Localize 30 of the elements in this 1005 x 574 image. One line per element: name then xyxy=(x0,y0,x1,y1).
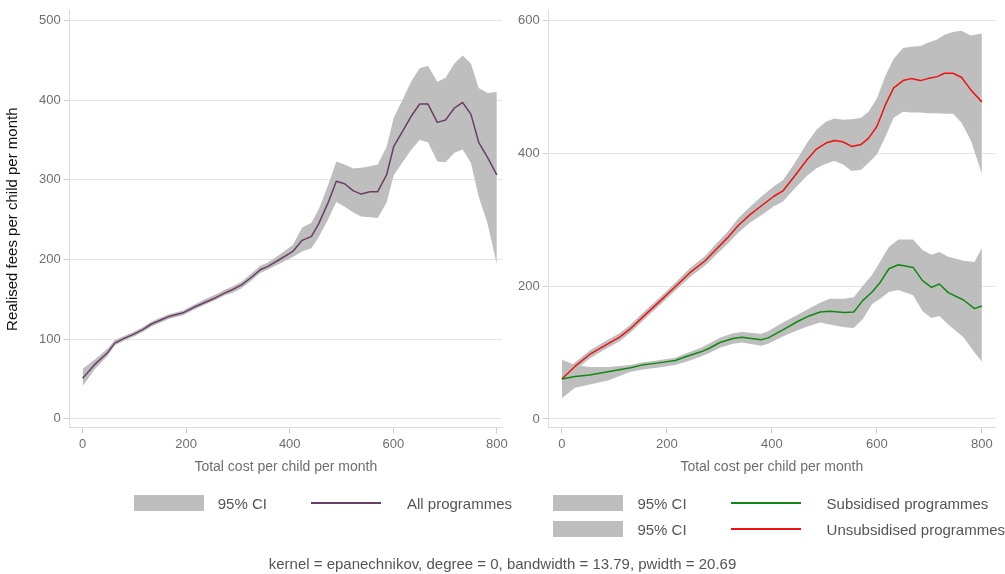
y-tick-label: 0 xyxy=(532,410,540,426)
y-tick-label: 0 xyxy=(53,410,61,426)
y-tick-label: 100 xyxy=(38,330,61,346)
y-tick-label: 400 xyxy=(517,144,540,160)
y-tick-label: 500 xyxy=(38,11,61,27)
y-tick-label: 300 xyxy=(38,171,61,187)
text: 95% CI xyxy=(637,520,687,538)
x-axis-title: Total cost per child per month xyxy=(194,458,378,475)
x-tick-label: 200 xyxy=(175,435,198,451)
x-tick-label: 200 xyxy=(655,435,678,451)
text: 95% CI xyxy=(637,494,687,512)
x-tick-label: 400 xyxy=(278,435,301,451)
x-tick-label: 400 xyxy=(760,435,783,451)
x-tick-label: 800 xyxy=(485,435,508,451)
y-tick-label: 200 xyxy=(38,251,61,267)
x-tick-label: 0 xyxy=(558,435,566,451)
text: 95% CI xyxy=(217,494,267,512)
x-axis-title: Total cost per child per month xyxy=(680,458,864,475)
x-tick-label: 600 xyxy=(382,435,405,451)
x-tick-label: 600 xyxy=(866,435,888,451)
y-axis-title: Realised fees per child per month xyxy=(3,107,21,331)
y-tick-label: 200 xyxy=(517,277,540,293)
legend-label: All programmes xyxy=(406,494,512,512)
legend-label: Subsidised programmes xyxy=(826,494,989,512)
x-tick-label: 0 xyxy=(79,435,87,451)
y-tick-label: 600 xyxy=(517,11,540,27)
legend-label: Unsubsidised programmes xyxy=(826,520,1005,538)
y-tick-label: 400 xyxy=(38,91,61,107)
x-tick-label: 800 xyxy=(971,435,993,451)
text: kernel = epanechnikov, degree = 0, bandwidth = 13.79, pwidth = 20.69 xyxy=(268,555,737,572)
